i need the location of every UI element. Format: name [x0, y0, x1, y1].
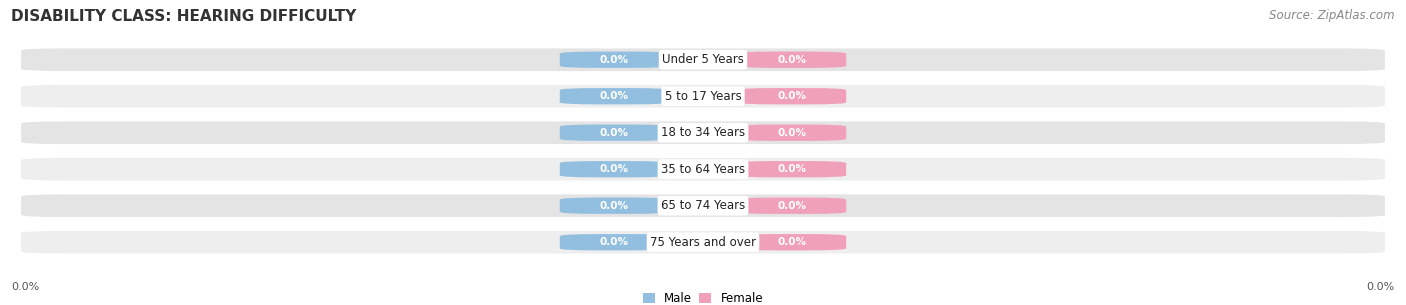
FancyBboxPatch shape: [21, 194, 1385, 217]
Text: Source: ZipAtlas.com: Source: ZipAtlas.com: [1270, 9, 1395, 22]
FancyBboxPatch shape: [560, 52, 669, 68]
FancyBboxPatch shape: [560, 198, 669, 214]
FancyBboxPatch shape: [560, 124, 669, 141]
Text: 0.0%: 0.0%: [778, 91, 806, 101]
FancyBboxPatch shape: [21, 48, 1385, 71]
Text: 0.0%: 0.0%: [1367, 282, 1395, 292]
Text: 0.0%: 0.0%: [600, 55, 628, 65]
Text: 0.0%: 0.0%: [600, 91, 628, 101]
Legend: Male, Female: Male, Female: [643, 292, 763, 305]
Text: 0.0%: 0.0%: [778, 201, 806, 211]
FancyBboxPatch shape: [560, 161, 669, 178]
Text: 0.0%: 0.0%: [778, 55, 806, 65]
Text: 35 to 64 Years: 35 to 64 Years: [661, 163, 745, 176]
Text: 0.0%: 0.0%: [778, 237, 806, 247]
FancyBboxPatch shape: [560, 234, 669, 250]
Text: 0.0%: 0.0%: [600, 164, 628, 174]
FancyBboxPatch shape: [737, 88, 846, 104]
Text: 0.0%: 0.0%: [600, 128, 628, 138]
Text: 0.0%: 0.0%: [11, 282, 39, 292]
Text: 5 to 17 Years: 5 to 17 Years: [665, 90, 741, 103]
Text: 0.0%: 0.0%: [778, 164, 806, 174]
Text: 65 to 74 Years: 65 to 74 Years: [661, 199, 745, 212]
FancyBboxPatch shape: [737, 198, 846, 214]
FancyBboxPatch shape: [21, 231, 1385, 253]
FancyBboxPatch shape: [737, 234, 846, 250]
FancyBboxPatch shape: [21, 85, 1385, 108]
Text: DISABILITY CLASS: HEARING DIFFICULTY: DISABILITY CLASS: HEARING DIFFICULTY: [11, 9, 357, 24]
FancyBboxPatch shape: [737, 52, 846, 68]
Text: 0.0%: 0.0%: [600, 201, 628, 211]
FancyBboxPatch shape: [21, 158, 1385, 181]
Text: 18 to 34 Years: 18 to 34 Years: [661, 126, 745, 139]
Text: 0.0%: 0.0%: [778, 128, 806, 138]
FancyBboxPatch shape: [737, 161, 846, 178]
FancyBboxPatch shape: [737, 124, 846, 141]
Text: 75 Years and over: 75 Years and over: [650, 236, 756, 249]
Text: 0.0%: 0.0%: [600, 237, 628, 247]
Text: Under 5 Years: Under 5 Years: [662, 53, 744, 66]
FancyBboxPatch shape: [21, 121, 1385, 144]
FancyBboxPatch shape: [560, 88, 669, 104]
